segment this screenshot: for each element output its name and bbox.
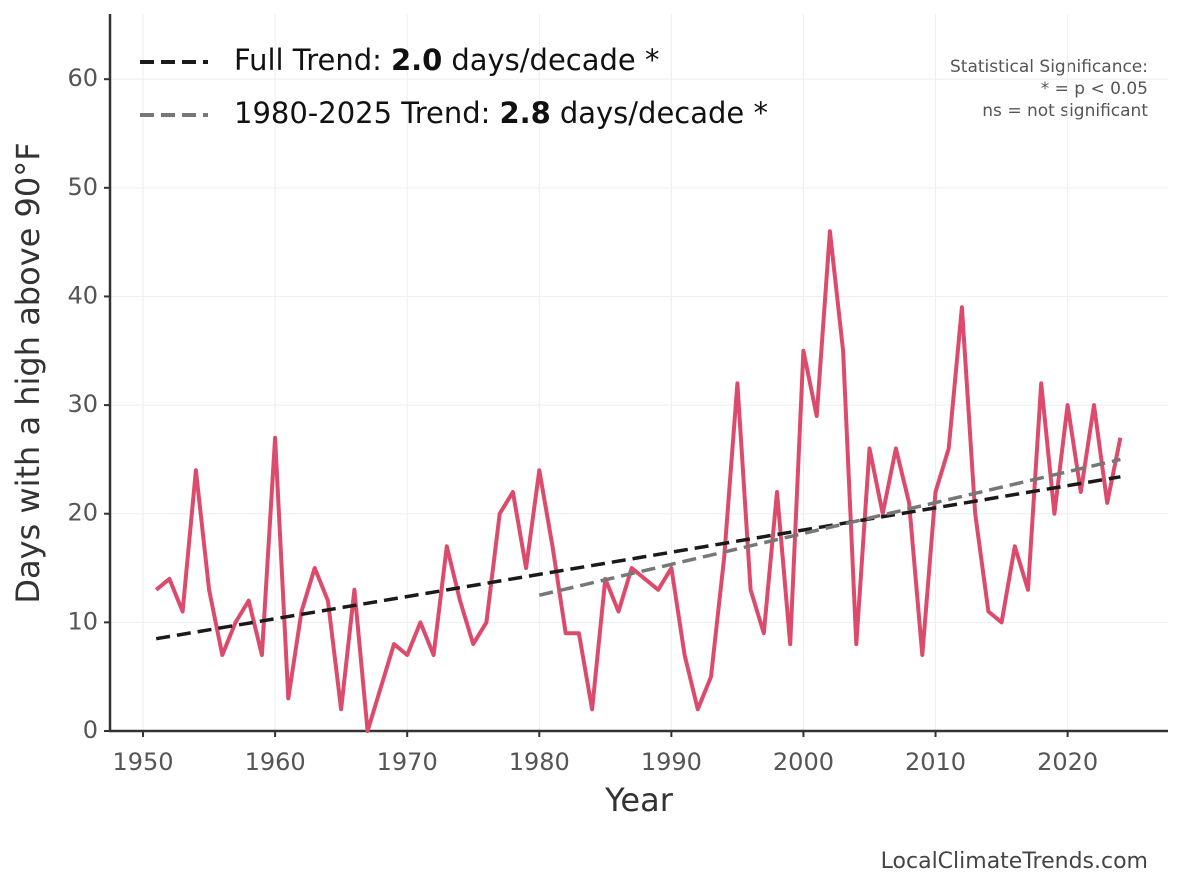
x-tick-label: 1990 bbox=[641, 748, 702, 776]
y-tick-label: 30 bbox=[67, 390, 98, 418]
legend-part: days/decade * bbox=[560, 96, 768, 130]
legend-part: 2.0 bbox=[391, 43, 442, 77]
legend-part: Full Trend: bbox=[234, 43, 382, 77]
y-tick-label: 40 bbox=[67, 281, 98, 309]
annotation: * = p < 0.05 bbox=[1041, 79, 1148, 99]
legend-part: 1980-2025 Trend: bbox=[234, 96, 490, 130]
source: LocalClimateTrends.com bbox=[881, 849, 1148, 874]
y-tick-label: 10 bbox=[67, 607, 98, 635]
x-tick-label: 2010 bbox=[905, 748, 966, 776]
x-tick-label: 1960 bbox=[245, 748, 306, 776]
x-tick-label: 1950 bbox=[112, 748, 173, 776]
data-line bbox=[154, 229, 1123, 733]
y-tick-label: 0 bbox=[83, 716, 98, 744]
legend-part: days/decade * bbox=[451, 43, 659, 77]
y-axis-label: Days with a high above 90°F bbox=[9, 142, 47, 603]
legend-part: 2.8 bbox=[499, 96, 550, 130]
y-tick-label: 60 bbox=[67, 64, 98, 92]
legend-label: 1980-2025 Trend: 2.8 days/decade * bbox=[234, 96, 768, 130]
x-tick-label: 2000 bbox=[773, 748, 834, 776]
trend-line bbox=[155, 475, 1121, 641]
x-tick-label: 2020 bbox=[1037, 748, 1098, 776]
legend-label: Full Trend: 2.0 days/decade * bbox=[234, 43, 659, 77]
annotation: Statistical Significance: bbox=[950, 57, 1148, 77]
y-tick-label: 20 bbox=[67, 499, 98, 527]
x-tick-label: 1980 bbox=[509, 748, 570, 776]
y-tick-label: 50 bbox=[67, 173, 98, 201]
x-tick-label: 1970 bbox=[377, 748, 438, 776]
annotation: ns = not significant bbox=[982, 101, 1148, 121]
trend-line bbox=[538, 457, 1121, 597]
x-axis-label: Year bbox=[604, 781, 674, 819]
